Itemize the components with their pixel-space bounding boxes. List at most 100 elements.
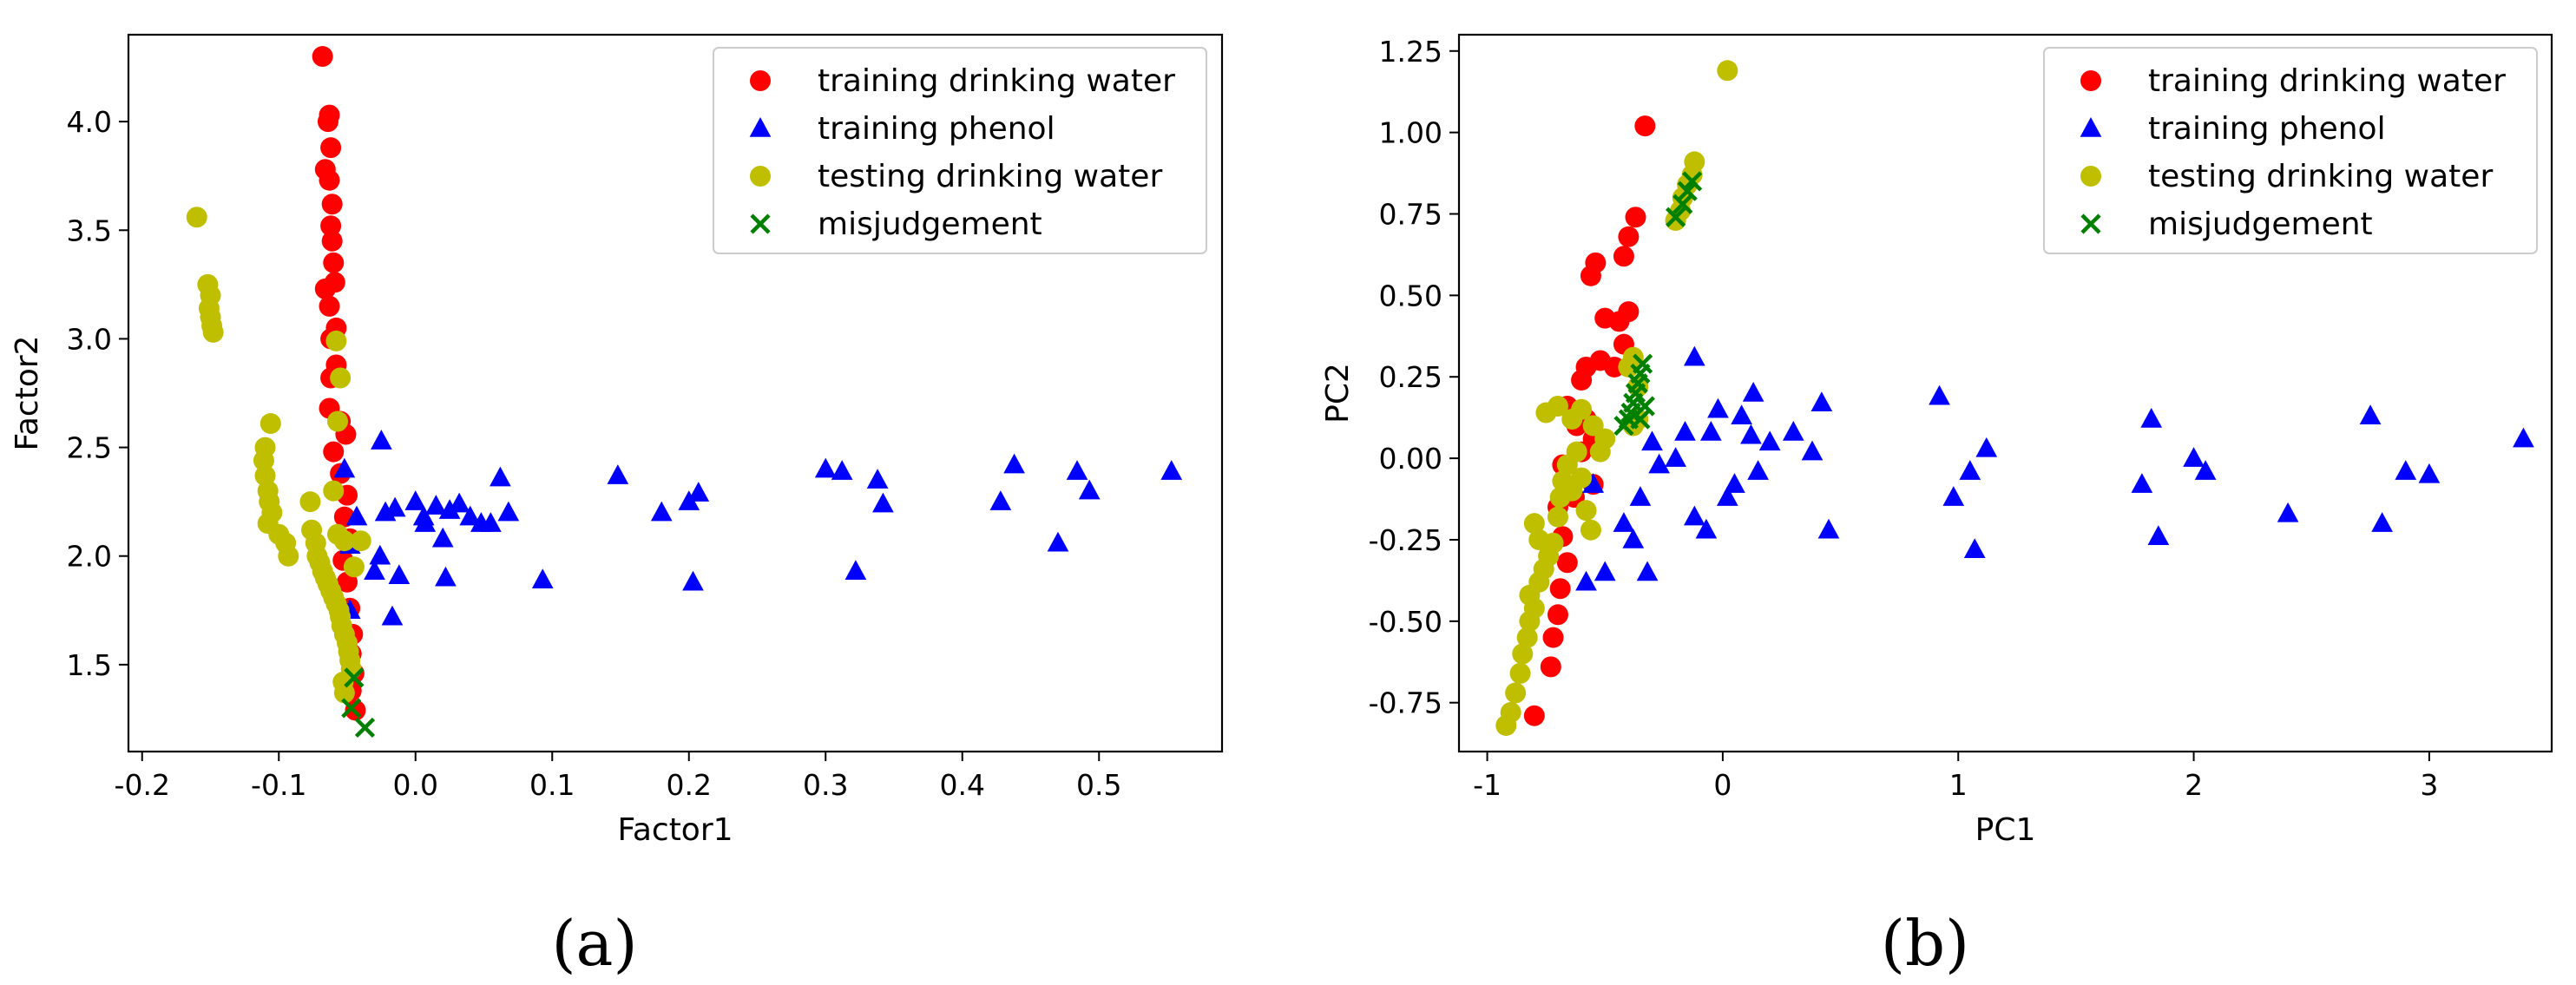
point-training-phenol — [1782, 421, 1804, 441]
x-tick-label: 0.1 — [529, 768, 575, 802]
point-training-drinking-water — [1547, 604, 1568, 626]
point-misjudgement — [1630, 409, 1651, 430]
point-training-phenol — [2395, 460, 2417, 480]
point-training-phenol — [1699, 421, 1722, 441]
point-training-phenol — [1622, 528, 1645, 548]
point-testing-drinking-water — [1547, 506, 1568, 528]
x-tick-label: 0.0 — [393, 768, 438, 802]
point-training-phenol — [2418, 463, 2441, 483]
point-testing-drinking-water — [1717, 60, 1738, 82]
point-testing-drinking-water — [343, 556, 365, 578]
point-testing-drinking-water — [1594, 428, 1616, 450]
point-training-phenol — [388, 564, 411, 585]
point-training-phenol — [333, 457, 356, 478]
point-misjudgement — [344, 667, 365, 688]
y-tick-label: 0.00 — [1379, 442, 1442, 476]
point-training-phenol — [1747, 460, 1769, 480]
legend-marker-training-drinking-water — [750, 70, 771, 91]
point-misjudgement — [1634, 396, 1655, 417]
panel-b: -1 0 1 2 3 -0.75 -0.50 -0.25 0.00 0.25 0.50 0.75 1.0… — [1320, 33, 2553, 980]
point-training-drinking-water — [314, 278, 336, 299]
point-training-phenol — [1975, 437, 1998, 457]
legend-label: testing drinking water — [818, 159, 1162, 194]
point-testing-drinking-water — [278, 545, 299, 567]
legend-marker-training-drinking-water — [2080, 70, 2101, 91]
point-training-phenol — [844, 560, 867, 580]
plot-frame — [127, 33, 1224, 753]
x-axis-title: Factor1 — [617, 812, 733, 848]
legend-box — [2043, 47, 2538, 254]
y-tick-label: -0.75 — [1369, 686, 1442, 720]
series-training-phenol — [333, 430, 1183, 626]
point-training-drinking-water — [1585, 252, 1607, 273]
x-tick-label: 0.5 — [1076, 768, 1121, 802]
point-training-drinking-water — [1556, 552, 1578, 574]
point-training-phenol — [438, 499, 461, 519]
legend-marker-misjudgement — [750, 213, 771, 234]
point-training-phenol — [1047, 531, 1069, 552]
y-tick-label: 1.00 — [1379, 116, 1442, 150]
point-training-drinking-water — [320, 137, 342, 159]
point-training-phenol — [1613, 512, 1635, 532]
point-misjudgement — [1672, 194, 1693, 214]
point-training-drinking-water — [1542, 627, 1564, 648]
point-training-drinking-water — [319, 169, 340, 191]
point-training-phenol — [872, 492, 894, 513]
legend-marker-testing-drinking-water — [750, 166, 771, 187]
point-testing-drinking-water — [323, 480, 345, 502]
point-training-phenol — [1629, 486, 1652, 506]
point-training-drinking-water — [317, 111, 338, 133]
point-testing-drinking-water — [1512, 643, 1534, 665]
legend-label: training drinking water — [818, 63, 1175, 99]
point-testing-drinking-water — [326, 410, 348, 432]
point-training-phenol — [1716, 486, 1738, 506]
point-testing-drinking-water — [333, 682, 355, 704]
y-tick-label: 0.25 — [1379, 360, 1442, 394]
point-training-drinking-water — [320, 215, 342, 237]
point-training-phenol — [2359, 404, 2382, 425]
x-tick-label: -0.1 — [251, 768, 306, 802]
legend-marker-testing-drinking-water — [2080, 166, 2101, 187]
point-testing-drinking-water — [202, 321, 224, 343]
point-training-phenol — [2131, 473, 2153, 493]
point-misjudgement — [1666, 207, 1686, 227]
point-training-phenol — [459, 505, 482, 526]
point-training-phenol — [2277, 502, 2299, 522]
x-tick-label: 0.4 — [940, 768, 985, 802]
point-training-phenol — [2183, 447, 2205, 467]
y-tick-label: 4.0 — [67, 105, 112, 139]
legend-label: training phenol — [818, 111, 1055, 147]
point-training-phenol — [1078, 479, 1101, 500]
point-training-phenol — [369, 544, 391, 565]
point-training-phenol — [1695, 518, 1718, 539]
point-testing-drinking-water — [186, 207, 207, 228]
point-training-drinking-water — [321, 194, 343, 215]
x-tick-label: -0.2 — [115, 768, 170, 802]
panel-a: -0.2 -0.1 0.0 0.1 0.2 0.3 0.4 0.5 1.5 2.0 2.5 3.0 3.… — [10, 33, 1224, 980]
legend-marker-misjudgement — [2080, 213, 2101, 234]
point-training-drinking-water — [1625, 207, 1646, 228]
point-training-phenol — [1683, 505, 1705, 526]
legend-marker-training-phenol — [749, 117, 772, 137]
point-training-drinking-water — [1523, 705, 1545, 726]
point-training-phenol — [2371, 512, 2393, 532]
legend: training drinking water training phenol te… — [2043, 47, 2538, 254]
point-training-phenol — [1648, 453, 1670, 474]
point-training-drinking-water — [319, 295, 340, 317]
y-tick-label: 3.5 — [67, 213, 112, 247]
y-tick-label: -0.50 — [1369, 605, 1442, 639]
point-training-phenol — [1740, 424, 1762, 444]
point-misjudgement — [1677, 181, 1698, 201]
point-training-phenol — [1963, 538, 1986, 558]
point-training-phenol — [866, 469, 889, 489]
point-training-phenol — [814, 457, 837, 478]
point-testing-drinking-water — [350, 530, 371, 552]
point-testing-drinking-water — [1523, 513, 1545, 535]
point-training-drinking-water — [1618, 301, 1640, 323]
x-axis-title: PC1 — [1975, 812, 2036, 848]
y-tick-label: 3.0 — [67, 322, 112, 356]
point-testing-drinking-water — [1580, 519, 1601, 541]
y-tick-label: 2.5 — [67, 431, 112, 465]
point-testing-drinking-water — [1535, 402, 1557, 424]
